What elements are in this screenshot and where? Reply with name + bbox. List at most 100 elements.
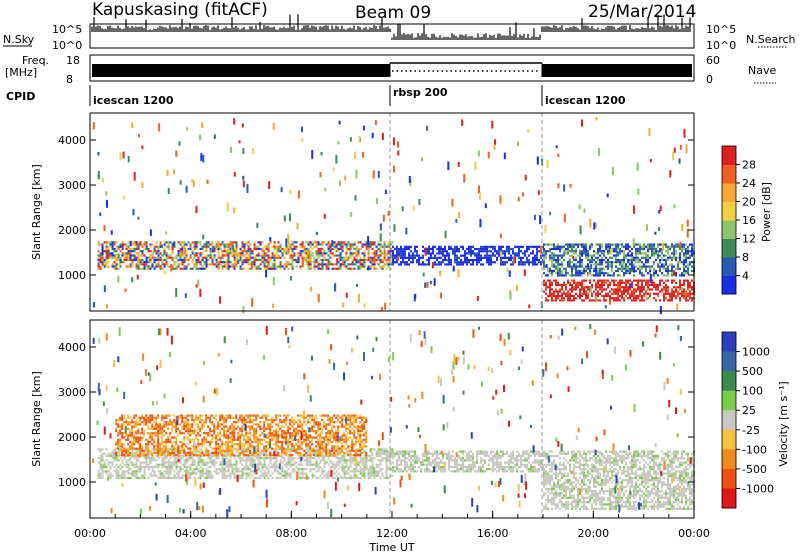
heatmap-cell — [253, 261, 256, 264]
heatmap-cell — [468, 245, 470, 248]
heatmap-cell — [225, 261, 228, 264]
heatmap-cell — [508, 258, 510, 262]
heatmap-cell — [665, 261, 667, 264]
heatmap-cell — [436, 263, 438, 266]
heatmap-cell — [410, 254, 412, 257]
heatmap-cell — [271, 472, 274, 475]
heatmap-cell — [498, 250, 500, 253]
heatmap-noise — [287, 233, 290, 243]
heatmap-cell — [157, 250, 160, 253]
heatmap-cell — [335, 463, 338, 466]
heatmap-cell — [137, 265, 140, 268]
heatmap-cell — [444, 254, 446, 257]
heatmap-cell — [667, 299, 669, 302]
heatmap-cell — [555, 283, 557, 287]
heatmap-cell — [277, 470, 280, 473]
heatmap-cell — [625, 283, 627, 287]
heatmap-cell — [293, 247, 296, 251]
heatmap-cell — [271, 265, 274, 268]
heatmap-cell — [561, 265, 563, 268]
heatmap-noise — [233, 207, 236, 214]
heatmap-cell — [231, 472, 234, 475]
heatmap-noise — [537, 190, 540, 195]
heatmap-noise — [101, 178, 104, 183]
heatmap-cell — [115, 423, 118, 426]
heatmap-cell — [111, 256, 114, 259]
heatmap-cell — [287, 243, 290, 246]
heatmap-cell — [528, 254, 530, 257]
heatmap-cell — [321, 267, 324, 270]
heatmap-cell — [275, 265, 278, 268]
heatmap-cell — [474, 258, 476, 262]
heatmap-cell — [629, 297, 631, 300]
heatmap-cell — [239, 267, 242, 270]
heatmap-cell — [609, 263, 611, 266]
heatmap-cell — [263, 245, 266, 248]
heatmap-cell — [357, 476, 360, 480]
heatmap-noise — [178, 141, 181, 146]
heatmap-cell — [111, 463, 114, 466]
heatmap-cell — [629, 292, 631, 295]
heatmap-cell — [185, 470, 188, 473]
heatmap-cell — [149, 432, 152, 435]
heatmap-cell — [213, 245, 216, 248]
heatmap-cell — [225, 258, 228, 262]
heatmap-cell — [235, 247, 238, 251]
heatmap-cell — [347, 263, 350, 266]
heatmap-cell — [385, 468, 388, 471]
heatmap-cell — [129, 252, 132, 255]
heatmap-cell — [526, 258, 528, 262]
heatmap-cell — [149, 440, 152, 444]
heatmap-cell — [241, 463, 244, 466]
heatmap-cell — [263, 250, 266, 253]
heatmap-noise — [117, 253, 120, 258]
heatmap-cell — [147, 449, 150, 452]
heatmap-cell — [323, 457, 326, 460]
heatmap-cell — [486, 254, 488, 257]
heatmap-cell — [135, 263, 138, 266]
heatmap-cell — [615, 279, 617, 282]
heatmap-cell — [323, 465, 326, 469]
heatmap-cell — [245, 243, 248, 246]
heatmap-cell — [231, 468, 234, 471]
heatmap-noise — [658, 209, 661, 214]
heatmap-cell — [181, 468, 184, 471]
heatmap-cell — [273, 247, 276, 251]
heatmap-noise — [268, 181, 271, 189]
heatmap-noise — [289, 189, 292, 194]
heatmap-cell — [617, 281, 619, 284]
heatmap-cell — [191, 459, 194, 462]
date-title: 25/Mar/2014 — [588, 2, 696, 22]
heatmap-cell — [241, 263, 244, 266]
heatmap-cell — [329, 465, 332, 469]
heatmap-cell — [585, 250, 587, 253]
heatmap-cell — [561, 286, 563, 289]
heatmap-cell — [518, 247, 520, 251]
heatmap-cell — [387, 252, 390, 255]
heatmap-cell — [587, 297, 589, 300]
heatmap-cell — [183, 454, 186, 458]
heatmap-cell — [349, 254, 352, 257]
heatmap-cell — [345, 247, 348, 251]
heatmap-cell — [561, 294, 563, 298]
heatmap-cell — [119, 243, 122, 246]
heatmap-cell — [605, 265, 607, 268]
heatmap-cell — [189, 465, 192, 469]
heatmap-cell — [305, 256, 308, 259]
heatmap-cell — [115, 457, 118, 460]
heatmap-cell — [129, 468, 132, 471]
heatmap-cell — [476, 252, 478, 255]
heatmap-cell — [369, 261, 372, 264]
heatmap-cell — [373, 448, 376, 451]
heatmap-cell — [371, 470, 374, 473]
heatmap-cell — [271, 256, 274, 259]
heatmap-cell — [319, 459, 322, 462]
heatmap-cell — [135, 472, 138, 475]
heatmap-cell — [581, 252, 583, 255]
heatmap-cell — [257, 463, 260, 466]
heatmap-cell — [538, 258, 540, 262]
heatmap-cell — [625, 269, 627, 273]
heatmap-cell — [478, 254, 480, 257]
heatmap-cell — [545, 299, 547, 302]
heatmap-cell — [412, 252, 414, 255]
